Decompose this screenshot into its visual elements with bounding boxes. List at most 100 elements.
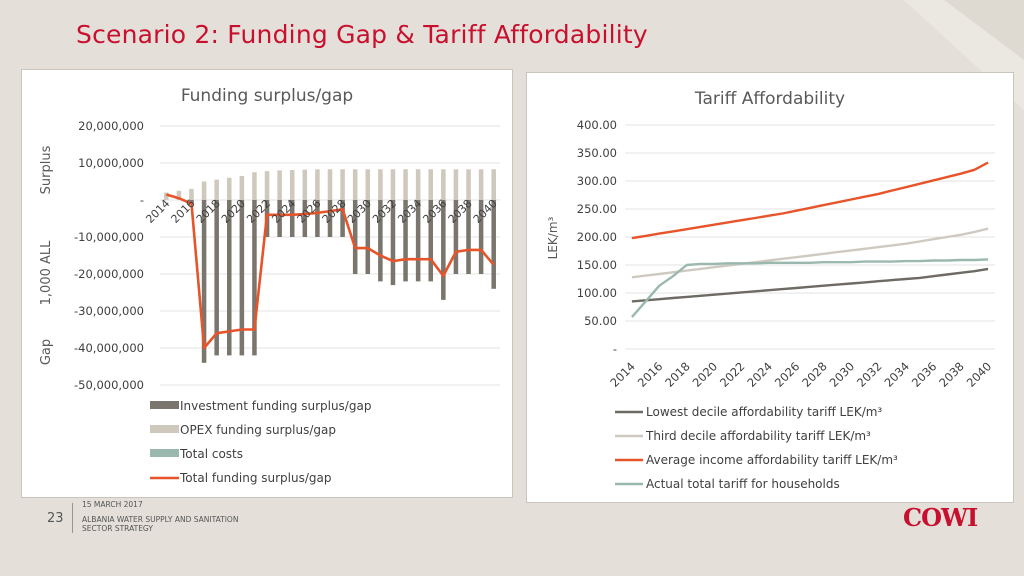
footer-divider (72, 503, 73, 533)
y-axis-label-surplus: Surplus (39, 145, 54, 194)
legend-label: Total costs (179, 447, 243, 461)
opex-bar (164, 192, 169, 200)
investment-bar (340, 200, 345, 237)
investment-bar (239, 200, 245, 356)
legend-label: Lowest decile affordability tariff LEK/m… (646, 405, 882, 419)
y-tick-label: -30,000,000 (74, 304, 144, 318)
opex-bar (214, 179, 219, 200)
investment-bar (390, 200, 396, 286)
opex-bar (340, 169, 345, 200)
investment-bar (428, 200, 434, 282)
opex-bar (252, 172, 257, 200)
opex-bar (453, 169, 459, 200)
x-tick-label: 2026 (772, 359, 803, 390)
y-tick-label: 20,000,000 (78, 119, 144, 133)
opex-bar (289, 170, 295, 200)
x-tick-label: 2022 (717, 359, 748, 390)
investment-bar (302, 200, 308, 237)
opex-bar (378, 169, 383, 200)
investment-bar (403, 200, 408, 282)
opex-bar (403, 169, 408, 200)
opex-bar (390, 169, 396, 200)
y-tick-label: 350.00 (577, 146, 617, 160)
opex-bar (239, 175, 245, 200)
opex-bar (277, 170, 282, 200)
opex-bar (201, 181, 207, 200)
funding-gap-chart-panel: Funding surplus/gap 20,000,000 10,000,000 -… (21, 69, 513, 498)
investment-bar (491, 200, 496, 289)
footer-doc-line-1: ALBANIA WATER SUPPLY AND SANITATION (82, 515, 239, 524)
tariff-affordability-chart: Tariff Affordability 400.00 350.00 300.00 25… (546, 89, 995, 491)
opex-bar (264, 171, 270, 200)
y-tick-label: - (140, 193, 144, 207)
tariff-affordability-chart-panel: Tariff Affordability 400.00 350.00 300.00 25… (526, 72, 1014, 503)
x-tick-label: 2028 (799, 359, 830, 390)
opex-bar (466, 169, 471, 200)
x-tick-label: 2016 (635, 359, 666, 390)
total-funding-gap-line (165, 193, 495, 350)
x-tick-label: 2032 (854, 359, 885, 390)
y-tick-label: - (613, 342, 617, 356)
page-number: 23 (47, 511, 64, 526)
opex-bar (327, 169, 333, 200)
legend-label: OPEX funding surplus/gap (180, 423, 336, 437)
legend-label: Average income affordability tariff LEK/… (646, 453, 898, 467)
investment-bar (378, 200, 383, 282)
investment-bar (189, 200, 194, 204)
investment-bar (365, 200, 371, 274)
investment-bar (327, 200, 333, 237)
legend-swatch (150, 401, 179, 409)
opex-bar (302, 169, 308, 200)
y-tick-label: -10,000,000 (74, 230, 144, 244)
series-line (630, 258, 989, 318)
x-tick-label: 2038 (936, 359, 967, 390)
investment-bar (453, 200, 459, 274)
legend-label: Investment funding surplus/gap (180, 399, 371, 413)
series-line (631, 267, 989, 303)
x-tick-label: 2036 (909, 359, 940, 390)
investment-bar (415, 200, 421, 282)
y-tick-label: 100.00 (577, 286, 617, 300)
opex-bar (415, 169, 421, 200)
x-tick-label: 2018 (662, 359, 693, 390)
footer-document-title: ALBANIA WATER SUPPLY AND SANITATION SECT… (82, 515, 312, 533)
series-line (631, 227, 989, 279)
series-line (631, 161, 989, 240)
investment-bar (214, 200, 219, 356)
y-tick-label: -40,000,000 (74, 341, 144, 355)
chart-title: Tariff Affordability (694, 89, 845, 109)
legend-label: Total funding surplus/gap (179, 471, 332, 485)
investment-bar (466, 200, 471, 274)
opex-bar (428, 169, 434, 200)
opex-bar (478, 169, 484, 200)
opex-bar (189, 188, 194, 200)
y-tick-label: 300.00 (577, 174, 617, 188)
y-axis-label: LEK/m³ (546, 216, 560, 259)
investment-bar (478, 200, 484, 274)
investment-bar (441, 200, 446, 300)
y-tick-label: 250.00 (577, 202, 617, 216)
x-tick-label: 2034 (881, 359, 912, 390)
slide-title: Scenario 2: Funding Gap & Tariff Afforda… (76, 20, 648, 49)
footer-doc-line-2: SECTOR STRATEGY (82, 524, 153, 533)
y-tick-label: 400.00 (577, 118, 617, 132)
legend-swatch (150, 449, 179, 457)
x-tick-label: 2024 (744, 359, 775, 390)
legend-label: Third decile affordability tariff LEK/m³ (645, 429, 871, 443)
investment-bar (226, 200, 232, 356)
x-tick-label: 2014 (607, 359, 638, 390)
investment-bar (315, 200, 320, 237)
x-tick-label: 2020 (690, 359, 721, 390)
cowi-logo: COWI (903, 503, 978, 532)
footer-date: 15 MARCH 2017 (82, 500, 143, 509)
investment-bar (252, 200, 257, 356)
opex-bar (226, 177, 232, 200)
legend-label: Actual total tariff for households (646, 477, 840, 491)
y-tick-label: -20,000,000 (74, 267, 144, 281)
funding-gap-chart: Funding surplus/gap 20,000,000 10,000,000 -… (39, 86, 500, 485)
investment-bar (277, 200, 282, 237)
x-tick-label: 2014 (143, 197, 172, 226)
x-tick-label: 2030 (827, 359, 858, 390)
investment-bar (352, 200, 358, 274)
y-axis-label-unit: 1,000 ALL (39, 240, 54, 305)
